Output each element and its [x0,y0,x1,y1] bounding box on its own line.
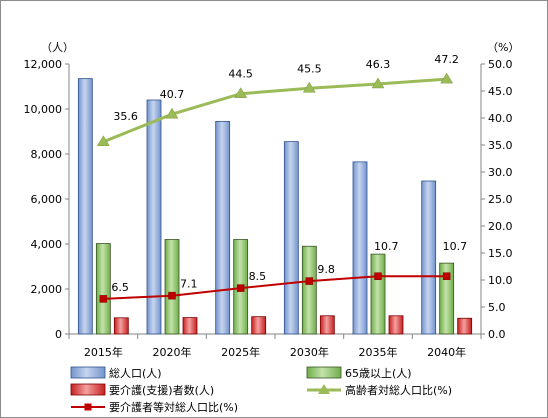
legend-swatch [70,366,106,379]
data-label: 35.6 [113,110,138,123]
line-point [234,87,248,98]
line-point [99,295,108,303]
data-label: 47.2 [434,53,459,66]
bar [319,315,335,335]
line-point [302,81,316,93]
left-tick-label: 4,000 [31,238,63,251]
legend-label: 総人口(人) [109,366,162,380]
bar [283,141,299,335]
right-tick-label: 10.0 [488,274,513,287]
line-point [371,77,385,89]
line-point [168,291,176,300]
bar [352,161,368,335]
data-label: 40.7 [160,88,185,101]
legend-label: 高齢者対総人口比(%) [345,383,452,397]
x-tick-label: 2025年 [221,345,260,359]
series-line [103,275,447,300]
x-tick-label: 2020年 [153,345,192,359]
bar [388,315,404,335]
data-label: 8.5 [249,270,267,283]
right-tick-label: 35.0 [488,139,513,152]
bar [182,317,198,335]
data-label: 45.5 [297,62,322,75]
bar [215,120,231,335]
right-tick-label: 25.0 [488,193,513,206]
series-line [102,77,447,144]
bar [370,253,386,335]
left-tick-label: 12,000 [24,58,63,71]
bar [146,99,162,335]
right-axis-unit: （%） [487,41,519,54]
legend-swatch [306,366,342,379]
line-point [305,277,314,285]
x-tick-label: 2015年 [84,345,123,359]
x-tick-label: 2035年 [359,345,398,359]
right-tick-label: 0.0 [488,328,506,341]
right-tick-label: 5.0 [488,301,506,314]
legend-label: 要介護者等対総人口比(%) [109,400,238,414]
bar [421,180,437,335]
data-label: 9.8 [317,263,335,276]
right-tick-label: 50.0 [488,58,513,71]
right-tick-label: 40.0 [488,112,513,125]
legend-marker [84,403,92,411]
left-tick-label: 10,000 [24,103,63,116]
right-tick-label: 20.0 [488,220,513,233]
legend-swatch [70,383,106,396]
data-label: 10.7 [443,240,468,253]
data-label: 46.3 [366,58,391,71]
legend-label: 65歳以上(人) [345,367,412,380]
bar [164,239,180,335]
bar [95,243,111,335]
bar [251,316,267,335]
data-label: 6.5 [111,281,129,294]
line-point [236,284,245,292]
line-point [165,107,179,119]
bar [113,317,129,335]
left-tick-label: 6,000 [31,193,63,206]
right-tick-label: 30.0 [488,166,513,179]
right-tick-label: 45.0 [488,85,513,98]
bar [77,78,93,335]
legend-label: 要介護(支援)者数(人) [109,383,214,397]
line-point [374,272,382,280]
data-label: 10.7 [374,240,399,253]
left-tick-label: 8,000 [31,148,63,161]
bar [301,245,317,335]
right-tick-label: 15.0 [488,247,513,260]
data-label: 44.5 [228,68,253,81]
left-tick-label: 2,000 [31,283,63,296]
line-point [96,135,110,147]
x-tick-label: 2030年 [290,345,329,359]
line-point [442,272,451,280]
bar [457,317,473,335]
x-tick-label: 2040年 [427,345,466,359]
legend-marker [318,384,330,394]
left-axis-unit: （人） [41,41,74,54]
left-tick-label: 0 [55,328,62,341]
line-point [440,72,454,84]
bar [439,262,455,335]
data-label: 7.1 [180,278,198,291]
